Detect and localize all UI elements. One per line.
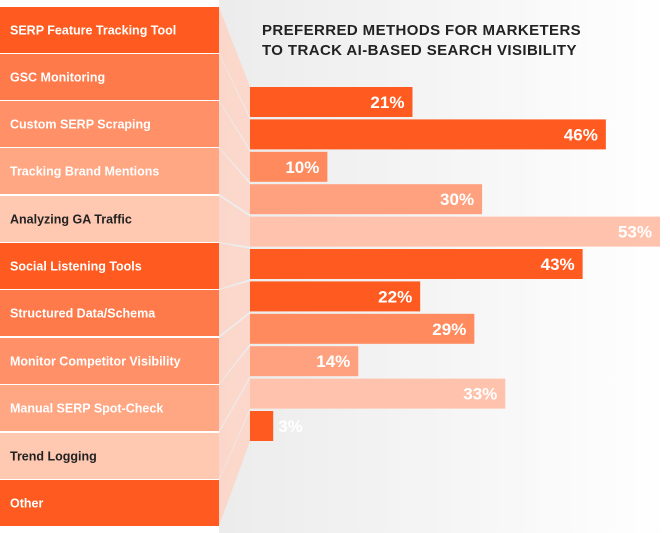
category-label: Monitor Competitor Visibility xyxy=(10,355,181,369)
connector-ribbon xyxy=(219,101,250,182)
connector-ribbon xyxy=(219,346,250,431)
connector-ribbon xyxy=(219,196,250,247)
connector-group xyxy=(219,7,250,526)
bar xyxy=(250,184,483,215)
category-label-box xyxy=(0,338,219,384)
category-label: SERP Feature Tracking Tool xyxy=(10,24,176,38)
data-label: 3% xyxy=(278,417,303,436)
bar xyxy=(250,411,274,441)
chart-title-line-2: TO TRACK AI-BASED SEARCH VISIBILITY xyxy=(262,42,577,59)
category-label-box xyxy=(0,243,219,289)
connector-ribbon xyxy=(219,243,250,289)
category-label-box xyxy=(0,54,219,100)
connector-ribbon xyxy=(219,7,250,117)
data-label: 29% xyxy=(432,320,466,339)
category-label: Custom SERP Scraping xyxy=(10,118,151,132)
category-label: Other xyxy=(10,497,43,511)
connector-ribbon xyxy=(219,281,250,336)
category-label: Manual SERP Spot-Check xyxy=(10,402,163,416)
data-label: 14% xyxy=(316,352,350,371)
bar xyxy=(250,119,606,150)
category-label-box xyxy=(0,196,219,242)
chart-title: PREFERRED METHODS FOR MARKETERS TO TRACK… xyxy=(262,21,662,61)
category-label: Analyzing GA Traffic xyxy=(10,213,132,227)
data-label: 22% xyxy=(378,287,412,306)
connector-ribbon xyxy=(219,54,250,150)
data-label: 30% xyxy=(440,190,474,209)
bar xyxy=(250,87,413,117)
bar-group: 21% 46% 10% 30% 53% 43% 22% 29% 14% 33% 3% xyxy=(250,87,660,441)
category-label-box xyxy=(0,101,219,147)
category-label-box xyxy=(0,433,219,479)
category-label-box xyxy=(0,7,219,53)
category-label: Social Listening Tools xyxy=(10,260,142,274)
connector-ribbon xyxy=(219,378,250,479)
data-label: 33% xyxy=(463,385,497,404)
category-label: GSC Monitoring xyxy=(10,71,105,85)
category-label-box xyxy=(0,480,219,526)
category-label-box xyxy=(0,290,219,336)
category-label: Structured Data/Schema xyxy=(10,307,156,321)
category-label: Trend Logging xyxy=(10,450,97,464)
connector-ribbon xyxy=(219,148,250,215)
bar xyxy=(250,378,506,409)
data-label: 43% xyxy=(541,255,575,274)
data-label: 21% xyxy=(370,93,404,112)
bar xyxy=(250,281,421,312)
bar xyxy=(250,249,583,279)
bar xyxy=(250,346,359,377)
category-label-box xyxy=(0,385,219,431)
bar xyxy=(250,313,475,344)
connector-ribbon xyxy=(219,313,250,384)
category-label-box xyxy=(0,148,219,194)
connector-ribbon xyxy=(219,411,250,526)
category-label: Tracking Brand Mentions xyxy=(10,165,159,179)
bar xyxy=(250,216,660,247)
data-label: 10% xyxy=(285,158,319,177)
chart-title-line-1: PREFERRED METHODS FOR MARKETERS xyxy=(262,22,582,39)
bar xyxy=(250,151,328,182)
data-label: 53% xyxy=(618,223,652,242)
data-label: 46% xyxy=(564,125,598,144)
category-label-group: SERP Feature Tracking Tool GSC Monitoring… xyxy=(0,7,219,526)
